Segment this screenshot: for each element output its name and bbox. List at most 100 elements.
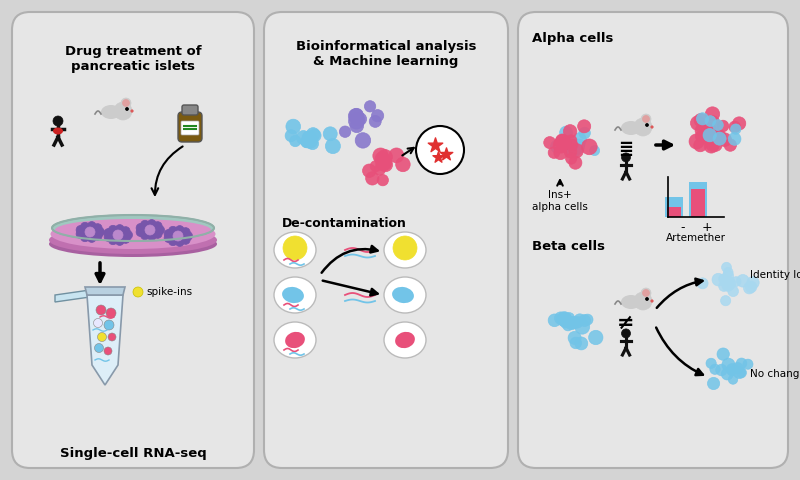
Circle shape	[376, 156, 391, 171]
Circle shape	[704, 122, 715, 134]
Circle shape	[734, 366, 746, 379]
Circle shape	[721, 296, 730, 306]
Circle shape	[566, 143, 581, 157]
Circle shape	[153, 222, 162, 231]
Circle shape	[722, 276, 735, 290]
Circle shape	[389, 148, 404, 163]
Ellipse shape	[282, 287, 304, 303]
Circle shape	[349, 113, 365, 129]
Circle shape	[141, 220, 150, 229]
Circle shape	[736, 358, 747, 369]
Circle shape	[169, 226, 178, 235]
Circle shape	[706, 107, 720, 121]
Circle shape	[109, 236, 118, 245]
Circle shape	[582, 314, 593, 325]
Circle shape	[93, 224, 102, 233]
Circle shape	[705, 116, 716, 127]
Circle shape	[717, 348, 730, 360]
Circle shape	[183, 231, 193, 240]
Circle shape	[570, 337, 582, 349]
Circle shape	[707, 377, 720, 390]
Circle shape	[713, 120, 723, 131]
Circle shape	[642, 289, 650, 297]
Circle shape	[308, 129, 321, 142]
Circle shape	[646, 298, 649, 300]
Circle shape	[114, 102, 132, 120]
Circle shape	[590, 145, 600, 156]
Circle shape	[706, 358, 716, 369]
Circle shape	[147, 231, 156, 240]
Circle shape	[731, 276, 741, 287]
Point	[432, 153, 445, 161]
Circle shape	[562, 138, 577, 153]
Circle shape	[301, 136, 313, 148]
Circle shape	[87, 222, 96, 230]
Circle shape	[104, 232, 113, 241]
Circle shape	[582, 139, 598, 155]
Circle shape	[557, 141, 568, 152]
Circle shape	[575, 337, 588, 350]
Circle shape	[350, 119, 363, 132]
Circle shape	[718, 133, 731, 146]
Circle shape	[550, 140, 563, 153]
Circle shape	[704, 116, 720, 131]
Text: No change: No change	[750, 369, 800, 379]
Ellipse shape	[274, 322, 316, 358]
Circle shape	[712, 130, 726, 144]
Circle shape	[123, 230, 133, 240]
Ellipse shape	[395, 332, 415, 348]
Circle shape	[710, 364, 720, 374]
Bar	[689, 182, 707, 217]
Circle shape	[574, 139, 585, 150]
Circle shape	[703, 129, 716, 142]
Circle shape	[565, 317, 578, 330]
Circle shape	[718, 274, 728, 283]
Circle shape	[169, 237, 178, 246]
Circle shape	[121, 227, 130, 236]
Circle shape	[350, 108, 363, 122]
Circle shape	[702, 126, 716, 140]
Circle shape	[634, 292, 652, 310]
Circle shape	[94, 344, 103, 352]
FancyBboxPatch shape	[181, 121, 199, 135]
Circle shape	[718, 281, 729, 291]
Circle shape	[109, 225, 118, 234]
Circle shape	[723, 267, 733, 277]
Circle shape	[290, 135, 301, 147]
Circle shape	[722, 270, 734, 281]
Circle shape	[574, 319, 590, 334]
Circle shape	[296, 131, 310, 144]
Circle shape	[722, 280, 734, 291]
Circle shape	[285, 130, 297, 142]
Circle shape	[374, 164, 386, 175]
Circle shape	[573, 133, 586, 146]
Circle shape	[564, 312, 574, 323]
Ellipse shape	[49, 231, 217, 257]
Circle shape	[560, 318, 570, 328]
Circle shape	[560, 126, 573, 139]
Circle shape	[113, 230, 123, 240]
Point	[440, 150, 453, 158]
Circle shape	[173, 231, 183, 241]
Circle shape	[136, 224, 145, 232]
Circle shape	[553, 138, 569, 153]
Bar	[665, 197, 683, 217]
Ellipse shape	[274, 232, 316, 268]
Ellipse shape	[392, 287, 414, 303]
Circle shape	[557, 312, 572, 326]
Circle shape	[566, 139, 578, 151]
Circle shape	[694, 139, 706, 152]
FancyBboxPatch shape	[182, 105, 198, 115]
Circle shape	[373, 148, 388, 164]
Circle shape	[76, 229, 85, 239]
Circle shape	[104, 347, 112, 355]
Circle shape	[736, 368, 746, 378]
Circle shape	[544, 137, 556, 149]
Circle shape	[713, 132, 726, 145]
Circle shape	[94, 319, 102, 327]
Circle shape	[701, 129, 715, 143]
Circle shape	[286, 119, 301, 134]
Text: Identity loss: Identity loss	[750, 270, 800, 280]
Circle shape	[104, 320, 114, 330]
Circle shape	[121, 234, 130, 243]
